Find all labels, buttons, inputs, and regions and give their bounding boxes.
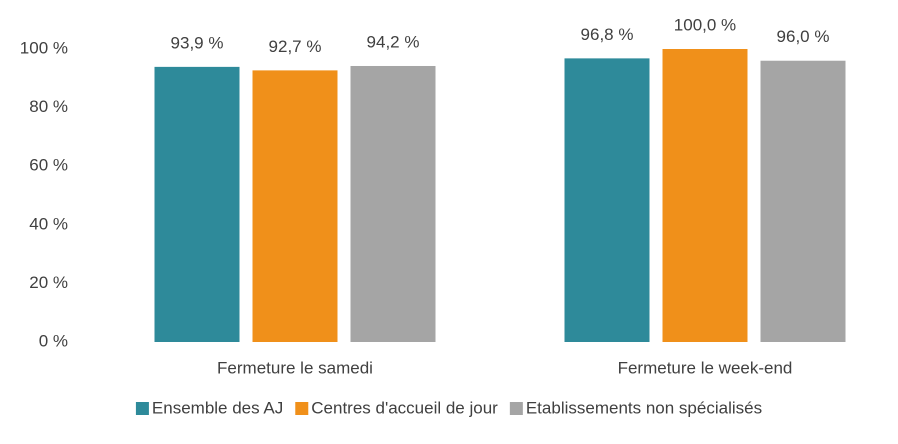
value-label: 93,9 % xyxy=(171,33,224,52)
x-tick-label: Fermeture le samedi xyxy=(217,358,373,377)
value-label: 92,7 % xyxy=(269,37,322,56)
legend-swatch xyxy=(135,402,149,415)
value-label: 96,0 % xyxy=(777,27,830,46)
y-tick-label: 0 % xyxy=(39,331,68,350)
bar xyxy=(154,66,240,343)
legend-swatch xyxy=(295,402,309,415)
y-tick-label: 40 % xyxy=(29,214,68,233)
value-label: 94,2 % xyxy=(367,32,420,51)
bar xyxy=(662,49,748,342)
value-label: 100,0 % xyxy=(674,15,736,34)
x-tick-label: Fermeture le week-end xyxy=(618,358,793,377)
legend-label: Ensemble des AJ xyxy=(152,398,283,417)
y-tick-label: 20 % xyxy=(29,273,68,292)
bar xyxy=(760,60,846,342)
y-tick-label: 60 % xyxy=(29,156,68,175)
legend-swatch xyxy=(509,402,523,415)
legend-label: Centres d'accueil de jour xyxy=(311,398,498,417)
legend-label: Etablissements non spécialisés xyxy=(526,398,762,417)
bar xyxy=(252,70,338,342)
y-tick-label: 80 % xyxy=(29,97,68,116)
bar xyxy=(564,58,650,342)
value-label: 96,8 % xyxy=(581,25,634,44)
y-tick-label: 100 % xyxy=(20,38,68,57)
bar xyxy=(350,65,436,342)
